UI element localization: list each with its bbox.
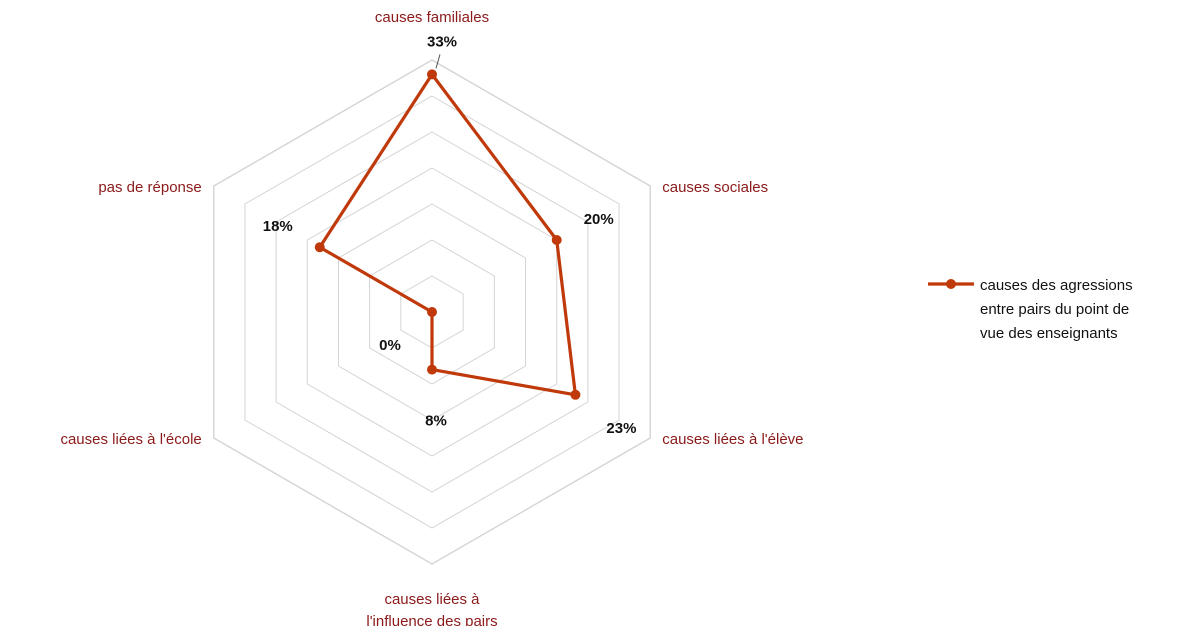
grid-ring-6: [244, 95, 620, 529]
data-point-2: [570, 389, 581, 400]
data-label-3: 8%: [425, 413, 447, 430]
legend-marker: [946, 279, 956, 289]
data-label-5: 18%: [263, 218, 293, 235]
leader-line: [435, 54, 441, 69]
data-label-1: 20%: [584, 211, 614, 228]
legend-label: causes des agressions entre pairs du poin…: [980, 277, 1133, 342]
data-point-1: [551, 235, 562, 245]
legend: causes des agressions entre pairs du poin…: [928, 277, 1133, 342]
category-label-4: causes liées à l'école: [60, 431, 201, 448]
data-label-4: 0%: [379, 337, 401, 354]
data-point-5: [314, 242, 325, 253]
grid-ring-7: [213, 59, 651, 565]
grid-ring-5: [275, 131, 589, 493]
data-label-2: 23%: [606, 420, 636, 437]
category-label-2: causes liées à l'élève: [662, 431, 803, 448]
category-labels: causes familiales causes sociales causes l…: [60, 9, 803, 626]
category-label-1: causes sociales: [662, 179, 768, 196]
series-layer: [314, 69, 581, 400]
category-label-0: causes familiales: [375, 9, 489, 26]
data-point-4: [427, 307, 437, 317]
data-point-3: [427, 364, 437, 375]
category-label-5: pas de réponse: [98, 179, 201, 196]
data-labels: 33% 20% 23% 8% 0% 18%: [263, 33, 637, 436]
data-point-0: [427, 69, 437, 80]
category-label-3: causes liées à l'influence des pairs: [366, 591, 497, 626]
series-line: [318, 72, 578, 397]
data-label-0: 33%: [427, 33, 457, 50]
